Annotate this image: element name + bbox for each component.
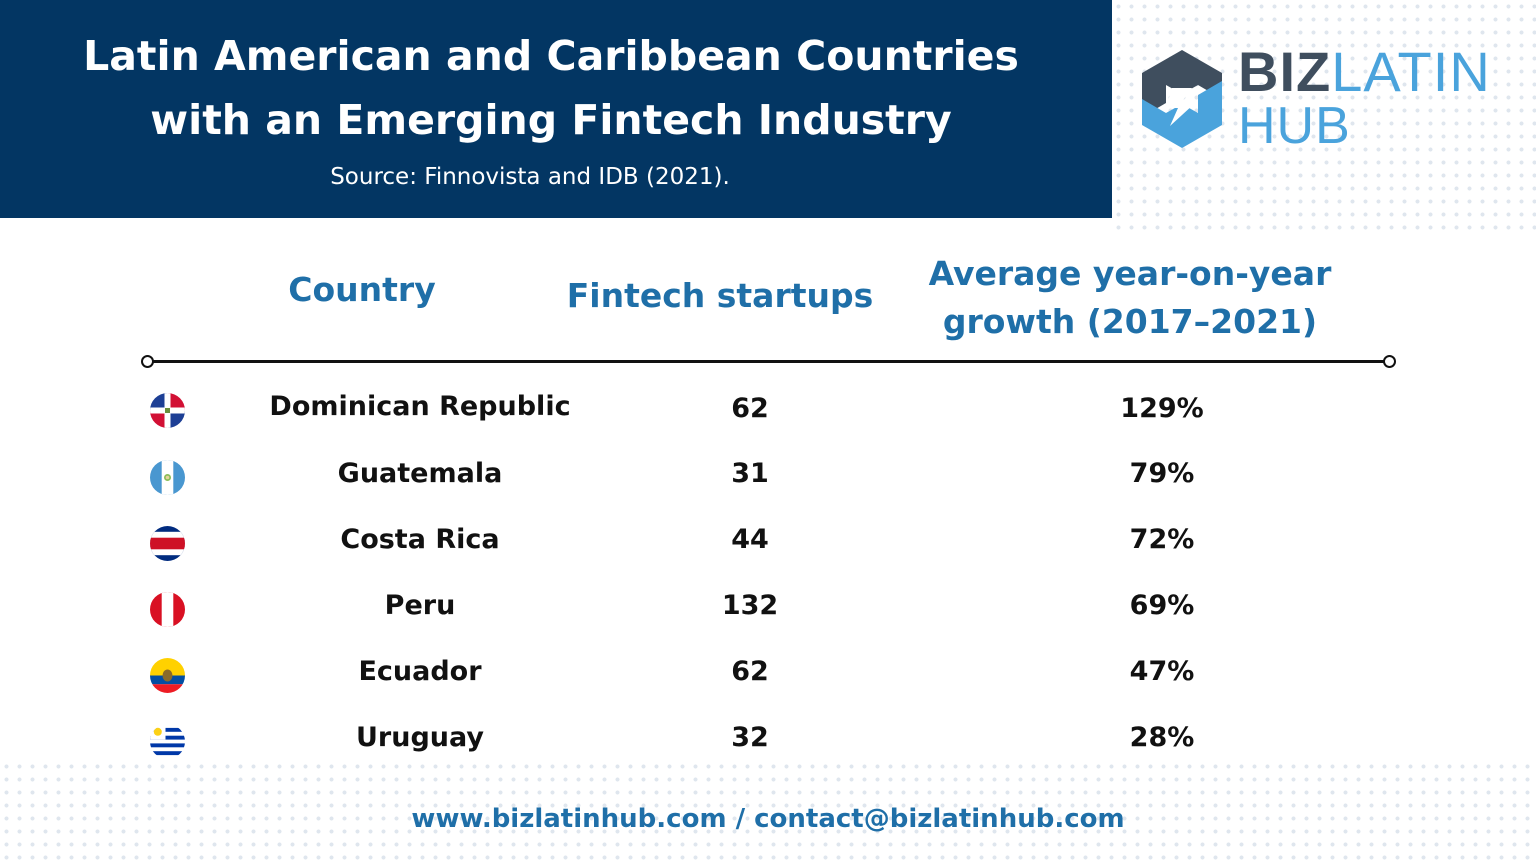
peru-flag-icon xyxy=(150,592,185,627)
logo-wordmark-top: BIZLATIN xyxy=(1238,42,1491,102)
table-row: Ecuador 62 47% xyxy=(0,650,1536,700)
country-name: Peru xyxy=(384,590,456,621)
bizlatinhub-logo: BIZLATIN HUB xyxy=(1134,40,1494,160)
footer-contact-link[interactable]: www.bizlatinhub.com / contact@bizlatinhu… xyxy=(411,804,1125,834)
country-name: Dominican Republic xyxy=(269,391,571,422)
page-title: Latin American and Caribbean Countries w… xyxy=(0,24,1102,152)
guatemala-flag-icon xyxy=(150,460,185,495)
country-name: Uruguay xyxy=(356,722,484,753)
country-name: Guatemala xyxy=(337,458,503,489)
title-banner: Latin American and Caribbean Countries w… xyxy=(0,0,1112,218)
source-note: Source: Finnovista and IDB (2021). xyxy=(330,164,730,190)
table-row: Guatemala 31 79% xyxy=(0,452,1536,502)
growth-value: 72% xyxy=(1129,524,1195,555)
uruguay-flag-icon xyxy=(150,724,185,759)
growth-value: 69% xyxy=(1129,590,1195,621)
growth-value: 129% xyxy=(1120,393,1204,424)
growth-value: 47% xyxy=(1129,656,1195,687)
dot-pattern-bottom xyxy=(0,760,1536,864)
bizlatinhub-logo-mark-icon xyxy=(1142,50,1222,148)
logo-latin-text: LATIN xyxy=(1331,40,1491,103)
table-row: Peru 132 69% xyxy=(0,584,1536,634)
divider-end-right xyxy=(1383,355,1396,368)
column-header-country: Country xyxy=(288,270,436,309)
startups-value: 44 xyxy=(731,524,769,555)
table-row: Dominican Republic 62 129% xyxy=(0,385,1536,435)
growth-value: 28% xyxy=(1129,722,1195,753)
growth-value: 79% xyxy=(1129,458,1195,489)
title-line-2: with an Emerging Fintech Industry xyxy=(150,96,952,144)
logo-biz-text: BIZ xyxy=(1238,40,1332,103)
table-row: Uruguay 32 28% xyxy=(0,716,1536,766)
country-name: Costa Rica xyxy=(340,524,500,555)
dominican-republic-flag-icon xyxy=(150,393,185,428)
column-header-growth: Average year-on-year growth (2017–2021) xyxy=(900,250,1360,346)
column-header-growth-line-2: growth (2017–2021) xyxy=(942,302,1318,341)
costa-rica-flag-icon xyxy=(150,526,185,561)
country-name: Ecuador xyxy=(358,656,482,687)
table-row: Costa Rica 44 72% xyxy=(0,518,1536,568)
logo-hub-text: HUB xyxy=(1238,97,1351,155)
startups-value: 62 xyxy=(731,656,769,687)
title-line-1: Latin American and Caribbean Countries xyxy=(83,32,1019,80)
startups-value: 31 xyxy=(731,458,769,489)
column-header-startups: Fintech startups xyxy=(566,276,874,315)
startups-value: 32 xyxy=(731,722,769,753)
startups-value: 132 xyxy=(721,590,779,621)
column-header-growth-line-1: Average year-on-year xyxy=(928,254,1332,293)
divider-end-left xyxy=(141,355,154,368)
startups-value: 62 xyxy=(731,393,769,424)
ecuador-flag-icon xyxy=(150,658,185,693)
header-divider xyxy=(146,360,1389,363)
